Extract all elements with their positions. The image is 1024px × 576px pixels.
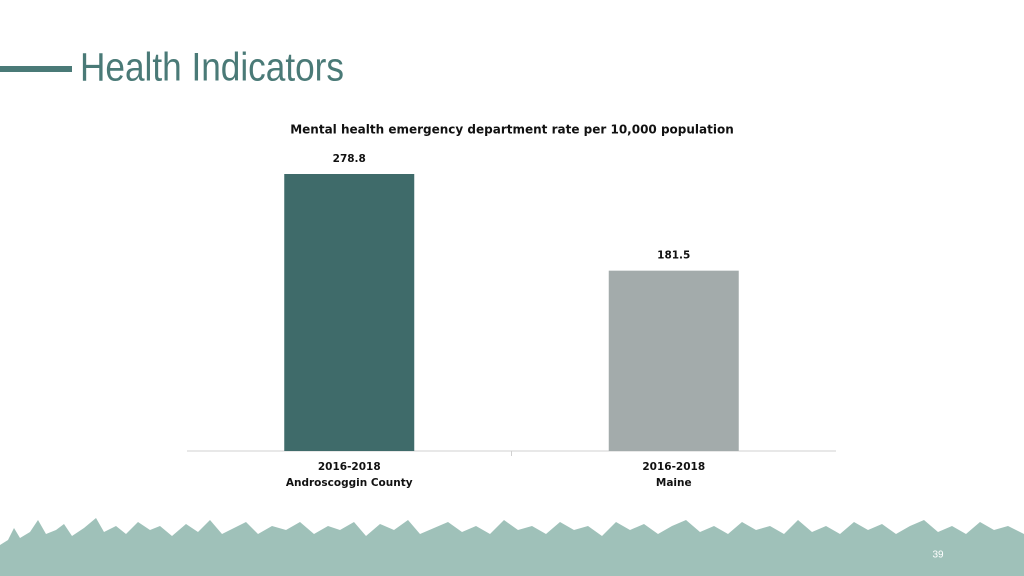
- x-tick-label: 2016-2018: [642, 461, 705, 473]
- x-tick-label: Androscoggin County: [286, 477, 413, 489]
- title-bar: [0, 66, 72, 72]
- value-label: 181.5: [657, 250, 690, 262]
- page-number: 39: [932, 550, 944, 561]
- bar: [608, 270, 739, 451]
- bar: [284, 174, 415, 451]
- chart-title: Mental health emergency department rate …: [290, 123, 734, 137]
- x-tick-label: 2016-2018: [318, 461, 381, 473]
- tree-silhouette: [0, 518, 1024, 576]
- x-tick-label: Maine: [656, 477, 692, 489]
- slide-title: Health Indicators: [80, 44, 344, 89]
- value-label: 278.8: [333, 153, 366, 165]
